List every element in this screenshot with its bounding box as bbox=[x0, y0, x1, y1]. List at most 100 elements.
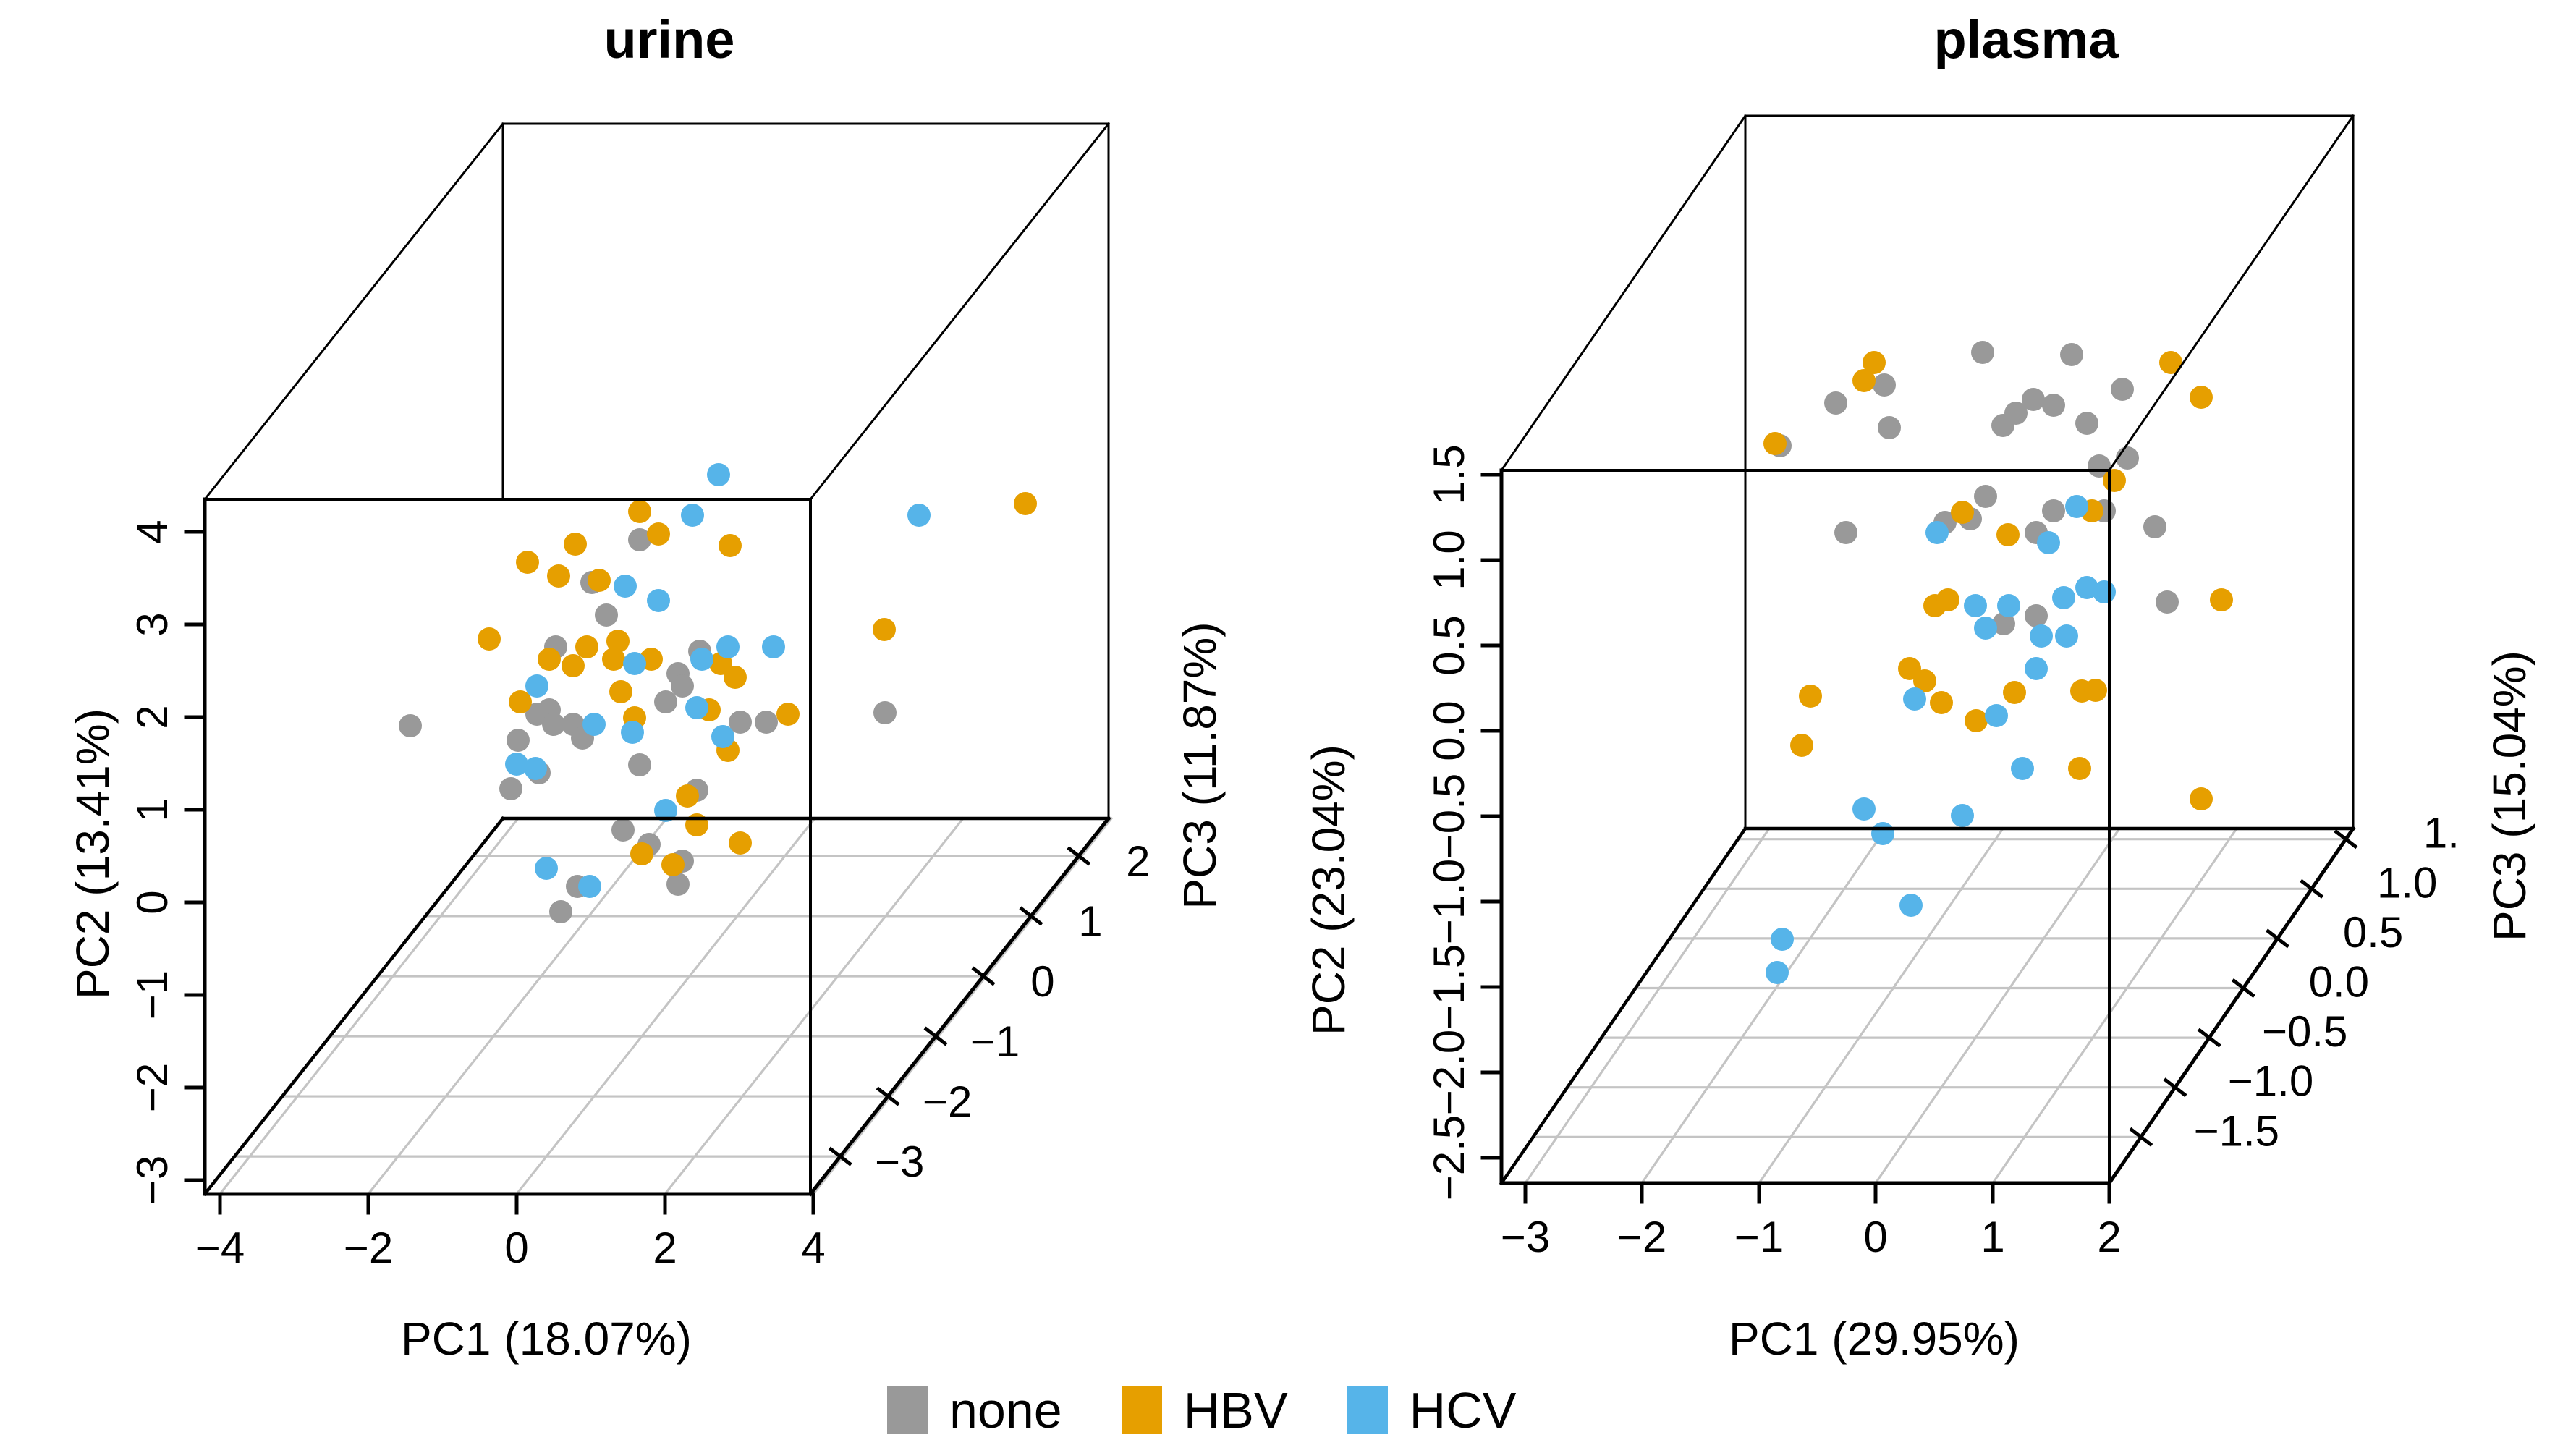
data-point-none bbox=[595, 603, 618, 627]
legend-item-hcv: HCV bbox=[1347, 1385, 1516, 1436]
data-point-hcv bbox=[1997, 594, 2020, 617]
z-tick bbox=[2334, 829, 2358, 850]
z-tick-label: 0.0 bbox=[2309, 958, 2369, 1007]
legend-swatch-none bbox=[887, 1386, 928, 1434]
data-point-hcv bbox=[1771, 928, 1794, 951]
data-point-hcv bbox=[711, 725, 734, 748]
y-tick-label: −3 bbox=[128, 1156, 177, 1205]
y-tick-label: 1.5 bbox=[1425, 444, 1473, 504]
data-point-none bbox=[2111, 378, 2134, 401]
x-tick-label: 4 bbox=[801, 1224, 825, 1272]
data-point-hcv bbox=[2093, 580, 2116, 603]
data-point-hbv bbox=[538, 648, 561, 671]
data-point-hcv bbox=[2011, 757, 2034, 780]
data-point-hbv bbox=[2190, 787, 2213, 810]
z-tick-label: −2 bbox=[923, 1077, 972, 1126]
data-point-hcv bbox=[1871, 822, 1894, 845]
data-point-hcv bbox=[535, 857, 558, 880]
data-point-hbv bbox=[1763, 432, 1787, 455]
z-tick bbox=[2197, 1028, 2221, 1048]
data-point-hbv bbox=[2159, 351, 2182, 374]
z-tick bbox=[828, 1146, 852, 1166]
legend-swatch-hbv bbox=[1121, 1386, 1162, 1434]
z-tick bbox=[2266, 928, 2290, 949]
data-point-hcv bbox=[1903, 687, 1926, 711]
data-point-none bbox=[2022, 388, 2045, 411]
edge-top-left-receding bbox=[1499, 114, 1747, 473]
data-point-hbv bbox=[729, 831, 752, 855]
z-axis-label: PC3 (15.04%) bbox=[2483, 651, 2535, 941]
data-point-none bbox=[2025, 604, 2048, 627]
data-point-hbv bbox=[1913, 669, 1936, 692]
y-tick-label: 4 bbox=[128, 520, 177, 543]
data-point-none bbox=[2116, 446, 2139, 470]
data-point-hcv bbox=[524, 757, 547, 780]
edge-top-left-receding bbox=[203, 122, 505, 501]
data-point-hbv bbox=[873, 618, 896, 641]
data-point-hbv bbox=[509, 690, 532, 713]
y-tick-label: 1 bbox=[128, 797, 177, 821]
floor-grid-x-line bbox=[811, 816, 1114, 1196]
z-tick-label: −0.5 bbox=[2262, 1007, 2347, 1056]
z-tick bbox=[2163, 1077, 2187, 1098]
data-point-none bbox=[729, 711, 752, 734]
data-point-hbv bbox=[2210, 588, 2233, 611]
data-point-none bbox=[542, 713, 565, 736]
data-point-hbv bbox=[1930, 691, 1953, 714]
z-tick-label: −1.5 bbox=[2194, 1106, 2279, 1155]
floor-grid-x-line bbox=[1640, 826, 1888, 1185]
floor-grid-x-line bbox=[366, 816, 669, 1196]
data-point-hbv bbox=[1863, 351, 1886, 374]
data-point-hbv bbox=[609, 680, 632, 703]
data-point-none bbox=[628, 528, 651, 551]
data-point-hcv bbox=[690, 648, 713, 671]
data-point-none bbox=[1834, 521, 1857, 544]
z-tick bbox=[2231, 978, 2255, 999]
data-point-hcv bbox=[1852, 797, 1876, 821]
data-point-none bbox=[507, 729, 530, 752]
edge-bottom-left-receding bbox=[1499, 826, 1748, 1186]
y-tick-label: −1.5 bbox=[1425, 944, 1473, 1030]
data-point-none bbox=[628, 753, 651, 776]
data-point-hcv bbox=[505, 753, 528, 776]
x-tick-label: 1 bbox=[1980, 1213, 2004, 1261]
data-point-none bbox=[755, 711, 778, 734]
data-point-hcv bbox=[685, 696, 708, 719]
data-point-none bbox=[499, 777, 522, 800]
floor-grid-x-line bbox=[1873, 826, 2122, 1185]
data-point-hcv bbox=[525, 674, 548, 698]
z-tick-label: 1. bbox=[2423, 809, 2460, 857]
data-point-hcv bbox=[707, 463, 730, 486]
data-point-hcv bbox=[2055, 624, 2078, 648]
z-tick bbox=[1019, 906, 1043, 926]
data-point-hcv bbox=[578, 875, 601, 898]
data-point-hbv bbox=[1799, 685, 1822, 708]
z-tick bbox=[876, 1086, 900, 1106]
data-point-hbv bbox=[630, 842, 653, 865]
data-point-hbv bbox=[1965, 709, 1988, 732]
x-tick-label: 0 bbox=[504, 1224, 528, 1272]
data-point-hcv bbox=[2025, 657, 2048, 680]
data-point-none bbox=[1992, 612, 2015, 635]
data-point-hbv bbox=[776, 703, 800, 726]
z-tick bbox=[923, 1026, 948, 1046]
data-point-hcv bbox=[1974, 617, 1997, 640]
x-axis-label: PC1 (18.07%) bbox=[401, 1313, 692, 1365]
z-tick-label: 0 bbox=[1030, 957, 1054, 1006]
data-point-hbv bbox=[564, 533, 587, 556]
data-point-hbv bbox=[647, 522, 670, 546]
z-tick bbox=[2129, 1127, 2153, 1147]
x-tick-label: 0 bbox=[1863, 1213, 1887, 1261]
data-point-none bbox=[2004, 402, 2028, 425]
z-tick-label: −1 bbox=[970, 1017, 1020, 1066]
data-point-none bbox=[873, 701, 897, 724]
data-point-none bbox=[1974, 485, 1997, 508]
data-point-hbv bbox=[1936, 588, 1959, 611]
edge-top-right-receding bbox=[808, 122, 1111, 501]
data-point-hbv bbox=[719, 534, 742, 557]
data-point-hbv bbox=[562, 654, 585, 677]
y-tick-label: 0 bbox=[128, 890, 177, 914]
data-point-hcv bbox=[1925, 521, 1949, 544]
edge-bottom-left-receding bbox=[202, 816, 506, 1197]
